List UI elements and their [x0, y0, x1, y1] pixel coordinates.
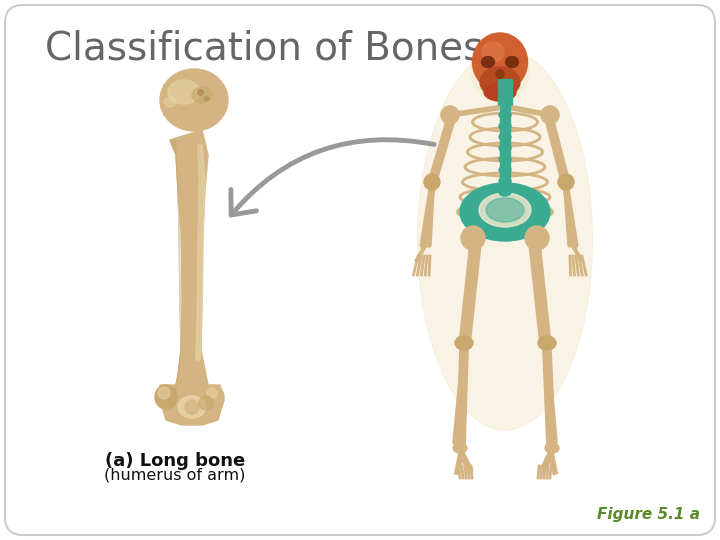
Circle shape: [461, 226, 485, 250]
Ellipse shape: [160, 69, 228, 131]
Polygon shape: [170, 140, 181, 395]
Ellipse shape: [471, 37, 529, 103]
Circle shape: [558, 174, 574, 190]
Ellipse shape: [499, 122, 511, 130]
Circle shape: [424, 174, 440, 190]
Ellipse shape: [486, 198, 524, 222]
Text: Classification of Bones: Classification of Bones: [45, 30, 483, 68]
FancyBboxPatch shape: [5, 5, 715, 535]
Ellipse shape: [185, 400, 199, 414]
Ellipse shape: [538, 336, 556, 350]
Ellipse shape: [168, 80, 200, 104]
Ellipse shape: [192, 87, 212, 103]
Ellipse shape: [505, 57, 518, 68]
FancyArrowPatch shape: [231, 140, 434, 215]
Polygon shape: [160, 385, 224, 425]
Ellipse shape: [499, 80, 511, 87]
Text: (humerus of arm): (humerus of arm): [104, 468, 246, 483]
Ellipse shape: [499, 90, 511, 97]
Ellipse shape: [472, 33, 528, 91]
Text: (a) Long bone: (a) Long bone: [105, 452, 245, 470]
Ellipse shape: [199, 396, 213, 410]
Ellipse shape: [499, 155, 511, 163]
Polygon shape: [170, 130, 210, 415]
Ellipse shape: [482, 42, 504, 62]
Ellipse shape: [455, 336, 473, 350]
Circle shape: [525, 226, 549, 250]
Ellipse shape: [453, 443, 467, 453]
Ellipse shape: [480, 67, 520, 97]
Ellipse shape: [460, 183, 550, 241]
Ellipse shape: [545, 443, 559, 453]
Ellipse shape: [204, 386, 224, 408]
Circle shape: [441, 106, 459, 124]
Polygon shape: [196, 145, 205, 360]
Ellipse shape: [482, 57, 495, 68]
Text: Figure 5.1 a: Figure 5.1 a: [597, 507, 700, 522]
Ellipse shape: [155, 385, 177, 409]
Ellipse shape: [499, 166, 511, 174]
Ellipse shape: [499, 133, 511, 141]
Ellipse shape: [499, 177, 511, 185]
Bar: [500, 105, 510, 195]
Ellipse shape: [178, 396, 206, 418]
Ellipse shape: [484, 83, 516, 101]
Ellipse shape: [418, 50, 593, 430]
Ellipse shape: [479, 193, 531, 227]
Ellipse shape: [207, 388, 217, 398]
Ellipse shape: [499, 98, 511, 105]
Ellipse shape: [496, 70, 504, 78]
Ellipse shape: [161, 96, 183, 114]
Ellipse shape: [499, 144, 511, 152]
Ellipse shape: [499, 188, 511, 196]
Bar: [498, 79, 512, 105]
Ellipse shape: [158, 387, 170, 399]
Ellipse shape: [499, 111, 511, 119]
Ellipse shape: [164, 97, 176, 107]
Circle shape: [541, 106, 559, 124]
